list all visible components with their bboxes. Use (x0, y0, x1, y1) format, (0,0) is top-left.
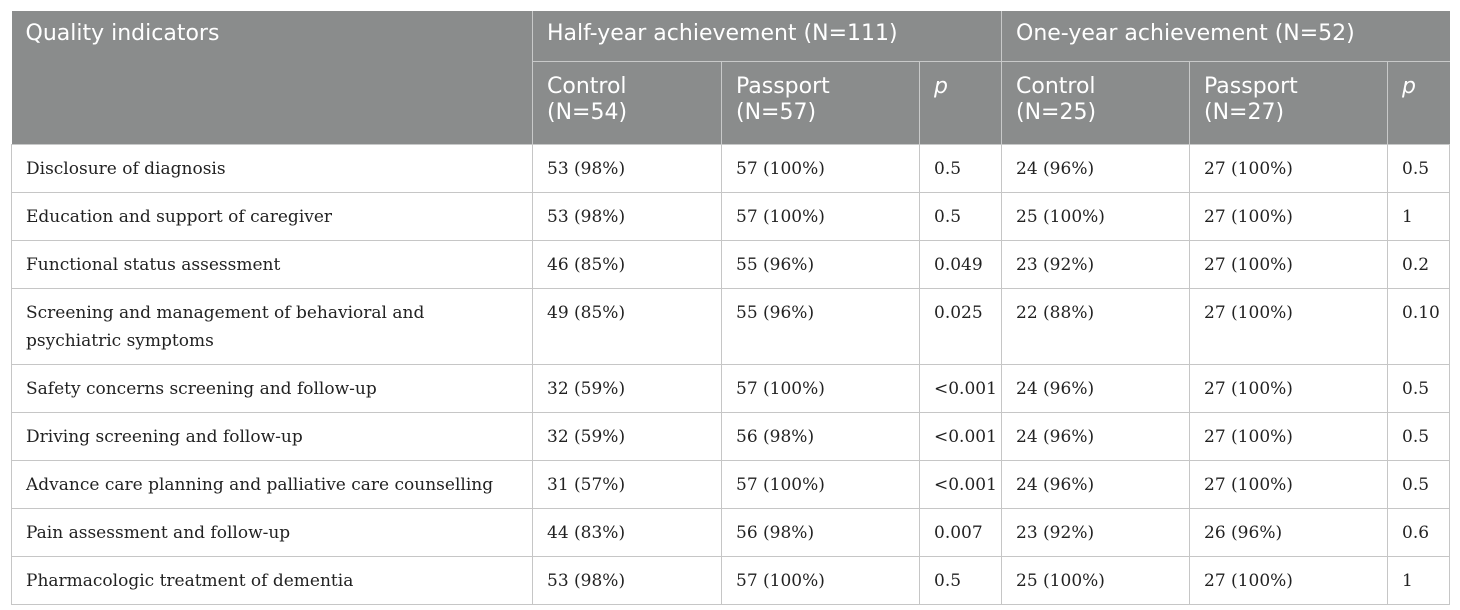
table-row: Disclosure of diagnosis 53 (98%) 57 (100… (11, 144, 1451, 193)
half-control-cell: 31 (57%) (532, 460, 722, 509)
one-p-cell: 1 (1387, 192, 1451, 241)
table-header: Quality indicators Half-year achievement… (11, 11, 1450, 145)
one-control-cell: 22 (88%) (1001, 288, 1191, 365)
table-row: Screening and management of behavioral a… (11, 288, 1451, 365)
quality-indicators-table: Quality indicators Half-year achievement… (11, 11, 1451, 605)
half-p-cell: 0.5 (918, 144, 1003, 193)
indicator-cell: Screening and management of behavioral a… (11, 288, 533, 365)
one-control-cell: 25 (100%) (1001, 556, 1191, 605)
half-passport-cell: 57 (100%) (721, 192, 920, 241)
header-half-year-group: Half-year achievement (N=111) (531, 11, 1002, 62)
table-row: Education and support of caregiver 53 (9… (11, 192, 1451, 241)
one-passport-cell: 27 (100%) (1189, 240, 1389, 289)
half-control-cell: 44 (83%) (532, 508, 722, 557)
indicator-cell: Functional status assessment (11, 240, 533, 289)
half-passport-cell: 57 (100%) (721, 144, 920, 193)
table-row: Functional status assessment 46 (85%) 55… (11, 240, 1451, 289)
indicator-cell: Safety concerns screening and follow-up (11, 364, 533, 413)
one-p-cell: 1 (1387, 556, 1451, 605)
one-passport-cell: 27 (100%) (1189, 556, 1389, 605)
header-half-p: p (918, 61, 1002, 145)
table-row: Advance care planning and palliative car… (11, 460, 1451, 509)
table-row: Driving screening and follow-up 32 (59%)… (11, 412, 1451, 461)
header-half-control-line2: (N=54) (547, 100, 628, 125)
half-p-cell: 0.007 (918, 508, 1003, 557)
half-passport-cell: 57 (100%) (721, 460, 920, 509)
one-passport-cell: 27 (100%) (1189, 412, 1389, 461)
one-control-cell: 24 (96%) (1001, 412, 1191, 461)
header-one-control: Control (N=25) (1001, 61, 1190, 145)
half-p-cell: 0.5 (918, 556, 1003, 605)
one-passport-cell: 27 (100%) (1189, 288, 1389, 365)
half-passport-cell: 57 (100%) (721, 364, 920, 413)
half-p-cell: 0.049 (918, 240, 1003, 289)
header-half-passport-line2: (N=57) (736, 100, 817, 125)
header-one-passport: Passport (N=27) (1189, 61, 1388, 145)
one-p-cell: 0.10 (1387, 288, 1451, 365)
header-half-passport: Passport (N=57) (721, 61, 920, 145)
one-control-cell: 23 (92%) (1001, 240, 1191, 289)
one-control-cell: 24 (96%) (1001, 460, 1191, 509)
one-p-cell: 0.5 (1387, 144, 1451, 193)
half-control-cell: 49 (85%) (532, 288, 722, 365)
half-passport-cell: 56 (98%) (721, 508, 920, 557)
one-passport-cell: 27 (100%) (1189, 144, 1389, 193)
header-one-p: p (1387, 61, 1450, 145)
one-control-cell: 24 (96%) (1001, 364, 1191, 413)
table-row: Safety concerns screening and follow-up … (11, 364, 1451, 413)
half-p-cell: 0.025 (918, 288, 1003, 365)
one-p-cell: 0.5 (1387, 364, 1451, 413)
half-p-cell: 0.5 (918, 192, 1003, 241)
table-row: Pain assessment and follow-up 44 (83%) 5… (11, 508, 1451, 557)
header-one-passport-line2: (N=27) (1204, 100, 1285, 125)
one-passport-cell: 27 (100%) (1189, 192, 1389, 241)
header-one-year-group: One-year achievement (N=52) (1001, 11, 1450, 62)
header-half-control: Control (N=54) (532, 61, 722, 145)
one-control-cell: 25 (100%) (1001, 192, 1191, 241)
half-control-cell: 53 (98%) (532, 556, 722, 605)
header-one-passport-line1: Passport (1204, 74, 1298, 99)
half-passport-cell: 57 (100%) (721, 556, 920, 605)
one-p-cell: 0.2 (1387, 240, 1451, 289)
half-passport-cell: 55 (96%) (721, 240, 920, 289)
indicator-cell: Education and support of caregiver (11, 192, 533, 241)
header-group-row: Quality indicators Half-year achievement… (11, 11, 1450, 145)
header-one-control-line2: (N=25) (1016, 100, 1097, 125)
one-passport-cell: 26 (96%) (1189, 508, 1389, 557)
half-p-cell: <0.001 (918, 412, 1003, 461)
header-quality-indicators: Quality indicators (11, 11, 533, 145)
one-p-cell: 0.5 (1387, 460, 1451, 509)
half-control-cell: 53 (98%) (532, 192, 722, 241)
half-passport-cell: 55 (96%) (721, 288, 920, 365)
half-p-cell: <0.001 (918, 364, 1003, 413)
half-control-cell: 32 (59%) (532, 364, 722, 413)
table-body: Disclosure of diagnosis 53 (98%) 57 (100… (11, 144, 1451, 605)
half-p-cell: <0.001 (918, 460, 1003, 509)
table-row: Pharmacologic treatment of dementia 53 (… (11, 556, 1451, 605)
half-control-cell: 46 (85%) (532, 240, 722, 289)
one-passport-cell: 27 (100%) (1189, 460, 1389, 509)
header-half-control-line1: Control (547, 74, 627, 99)
indicator-cell: Driving screening and follow-up (11, 412, 533, 461)
one-passport-cell: 27 (100%) (1189, 364, 1389, 413)
header-sub-row: Control (N=54) Passport (N=57) p Control (N… (12, 61, 1450, 145)
indicator-cell: Advance care planning and palliative car… (11, 460, 533, 509)
one-control-cell: 23 (92%) (1001, 508, 1191, 557)
half-passport-cell: 56 (98%) (721, 412, 920, 461)
one-control-cell: 24 (96%) (1001, 144, 1191, 193)
indicator-cell: Pain assessment and follow-up (11, 508, 533, 557)
half-control-cell: 53 (98%) (532, 144, 722, 193)
header-half-passport-line1: Passport (736, 74, 830, 99)
one-p-cell: 0.6 (1387, 508, 1451, 557)
header-one-control-line1: Control (1016, 74, 1096, 99)
half-control-cell: 32 (59%) (532, 412, 722, 461)
one-p-cell: 0.5 (1387, 412, 1451, 461)
indicator-cell: Pharmacologic treatment of dementia (11, 556, 533, 605)
indicator-cell: Disclosure of diagnosis (11, 144, 533, 193)
